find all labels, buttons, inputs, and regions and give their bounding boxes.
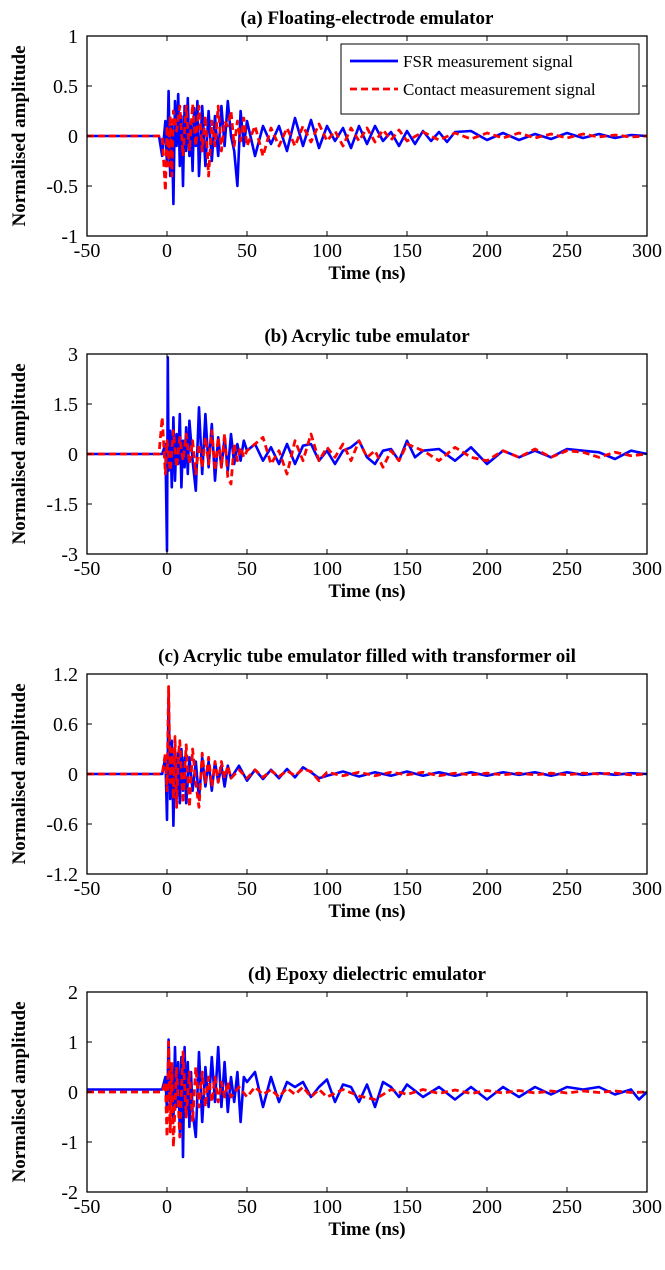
x-axis-label: Time (ns) <box>328 901 405 922</box>
y-tick-label: 1 <box>68 1032 78 1054</box>
legend-label: Contact measurement signal <box>403 80 596 99</box>
x-tick-label: 200 <box>472 558 502 580</box>
y-tick-label: 3 <box>68 344 78 366</box>
y-tick-label: 0 <box>68 764 78 786</box>
y-axis-label: Normalised amplitude <box>9 363 30 544</box>
y-tick-label: 1 <box>68 26 78 48</box>
series-line-contact <box>87 102 647 193</box>
x-tick-label: -50 <box>74 558 101 580</box>
chart-panel-2: (b) Acrylic tube emulator -50 0 50 100 150 200… <box>9 326 662 602</box>
x-tick-label: 0 <box>162 240 172 262</box>
legend-label: FSR measurement signal <box>403 52 573 71</box>
x-tick-label: 300 <box>632 1196 662 1218</box>
x-tick-label: 50 <box>237 240 257 262</box>
chart-title: (c) Acrylic tube emulator filled with tr… <box>158 646 576 667</box>
x-tick-label: 200 <box>472 1196 502 1218</box>
x-tick-label: 200 <box>472 240 502 262</box>
x-tick-label: 0 <box>162 878 172 900</box>
y-tick-label: -1.5 <box>46 494 78 516</box>
y-tick-label: 1.2 <box>53 664 78 686</box>
y-tick-label: -2 <box>61 1182 78 1204</box>
x-tick-label: 300 <box>632 878 662 900</box>
plot-area <box>87 1038 647 1159</box>
x-tick-label: 250 <box>552 878 582 900</box>
y-tick-label: 0 <box>68 1082 78 1104</box>
chart-title: (b) Acrylic tube emulator <box>264 326 470 347</box>
y-tick-label: 2 <box>68 982 78 1004</box>
x-tick-label: 150 <box>392 558 422 580</box>
x-tick-label: 100 <box>312 1196 342 1218</box>
x-tick-label: 250 <box>552 558 582 580</box>
x-tick-label: 100 <box>312 878 342 900</box>
y-tick-label: -1 <box>61 226 78 248</box>
y-tick-label: -1 <box>61 1132 78 1154</box>
plot-area <box>87 89 647 206</box>
x-tick-label: -50 <box>74 878 101 900</box>
y-tick-label: -3 <box>61 544 78 566</box>
y-tick-label: 0 <box>68 126 78 148</box>
x-axis-label: Time (ns) <box>328 263 405 284</box>
x-tick-label: 150 <box>392 1196 422 1218</box>
chart-panel-1: (a) Floating-electrode emulator-50 0 50 100… <box>9 8 662 284</box>
x-tick-label: 50 <box>237 1196 257 1218</box>
chart-panel-4: (d) Epoxy dielectric emulator -50 0 50 100 15… <box>9 964 662 1240</box>
y-tick-label: -1.2 <box>46 864 78 886</box>
plot-area <box>87 356 647 552</box>
y-axis-label: Normalised amplitude <box>9 45 30 226</box>
chart-title: (d) Epoxy dielectric emulator <box>248 964 487 985</box>
x-tick-label: 300 <box>632 240 662 262</box>
x-tick-label: 50 <box>237 878 257 900</box>
y-tick-label: -0.6 <box>46 814 78 836</box>
x-tick-label: 250 <box>552 1196 582 1218</box>
x-tick-label: 0 <box>162 1196 172 1218</box>
plot-area <box>87 685 647 827</box>
x-tick-label: 100 <box>312 240 342 262</box>
series-line-fsr <box>87 1038 647 1159</box>
x-tick-label: 100 <box>312 558 342 580</box>
legend: FSR measurement signal Contact measuremen… <box>340 43 640 115</box>
x-tick-label: 50 <box>237 558 257 580</box>
y-tick-label: 0.5 <box>53 76 78 98</box>
series-line-contact <box>87 1040 647 1149</box>
x-tick-label: 200 <box>472 878 502 900</box>
y-tick-label: 0.6 <box>53 714 78 736</box>
y-axis-label: Normalised amplitude <box>9 683 30 864</box>
y-axis-label: Normalised amplitude <box>9 1001 30 1182</box>
legend-box <box>340 43 640 115</box>
x-tick-label: 150 <box>392 240 422 262</box>
x-tick-label: 250 <box>552 240 582 262</box>
y-tick-label: 0 <box>68 444 78 466</box>
x-axis-label: Time (ns) <box>328 581 405 602</box>
x-tick-label: 300 <box>632 558 662 580</box>
y-tick-label: 1.5 <box>53 394 78 416</box>
x-axis-label: Time (ns) <box>328 1219 405 1240</box>
chart-panel-3: (c) Acrylic tube emulator filled with tr… <box>9 646 662 922</box>
series-line-contact <box>87 415 647 486</box>
chart-title: (a) Floating-electrode emulator <box>241 8 494 29</box>
x-tick-label: 0 <box>162 558 172 580</box>
y-tick-label: -0.5 <box>46 176 78 198</box>
x-tick-label: -50 <box>74 1196 101 1218</box>
x-tick-label: -50 <box>74 240 101 262</box>
x-tick-label: 150 <box>392 878 422 900</box>
